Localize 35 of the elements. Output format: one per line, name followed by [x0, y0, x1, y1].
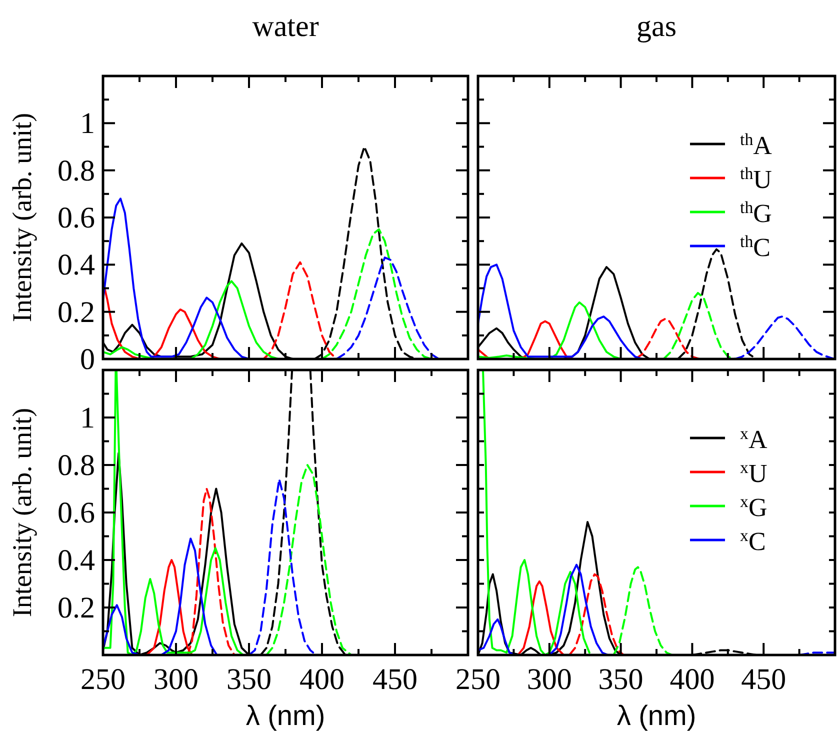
legend-label: $^{th}$G	[740, 198, 772, 228]
legend-label: $^{x}$G	[740, 492, 768, 522]
x-tick-label: 450	[372, 663, 418, 696]
x-tick-label: 250	[456, 663, 500, 696]
chart-title: water	[252, 10, 319, 43]
y-tick-label: 1	[80, 107, 95, 140]
x-axis-title: λ (nm)	[616, 700, 696, 731]
x-tick-label: 300	[154, 663, 198, 696]
chart-title: gas	[636, 10, 676, 43]
y-tick-label: 0.4	[58, 248, 95, 282]
y-tick-label: 0.8	[58, 449, 95, 482]
y-tick-label: 0.2	[58, 592, 95, 624]
legend-label: $^{x}$C	[740, 526, 766, 556]
x-tick-label: 450	[741, 663, 786, 696]
legend-label: $^{th}$A	[740, 130, 772, 160]
x-axis-title: λ (nm)	[246, 700, 326, 731]
y-tick-label: 0.8	[58, 154, 95, 188]
y-tick-label: 0.6	[58, 496, 95, 530]
x-tick-label: 300	[526, 663, 572, 696]
x-tick-label: 400	[670, 663, 715, 696]
legend-label: $^{x}$U	[740, 458, 768, 488]
x-tick-label: 250	[80, 663, 126, 696]
y-tick-label: 0.4	[58, 544, 95, 577]
x-tick-label: 350	[226, 663, 272, 696]
x-tick-label: 350	[598, 663, 644, 696]
y-tick-label: 0	[80, 343, 95, 376]
x-tick-label: 400	[300, 663, 344, 696]
legend-label: $^{x}$A	[740, 424, 768, 454]
y-axis-title: Intensity (arb. unit)	[7, 112, 37, 322]
legend-label: $^{th}$C	[740, 232, 770, 262]
y-axis-title: Intensity (arb. unit)	[7, 408, 37, 618]
y-tick-label: 1	[80, 402, 95, 434]
legend-label: $^{th}$U	[740, 164, 772, 194]
y-tick-label: 0.6	[58, 202, 95, 234]
y-tick-label: 0.2	[58, 296, 95, 329]
